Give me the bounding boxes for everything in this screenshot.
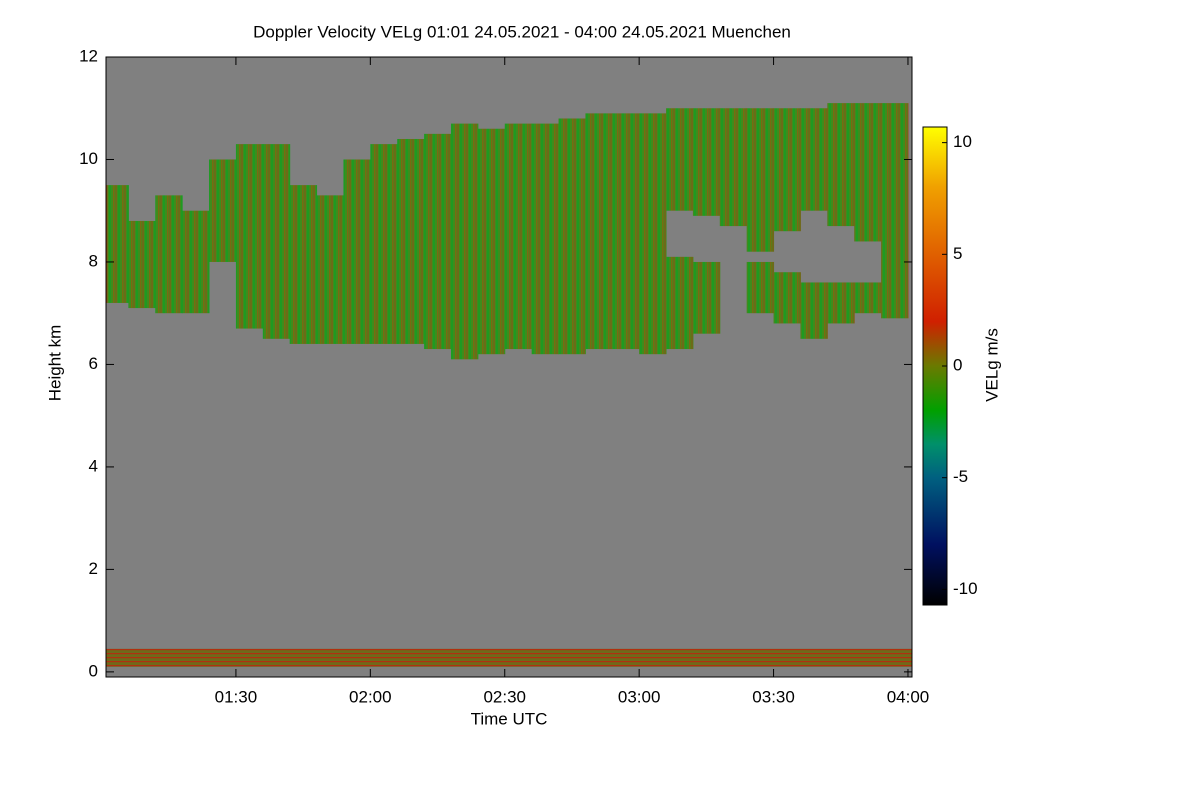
cloud-column (397, 138, 425, 344)
cloud-column (585, 113, 613, 350)
colorbar-tick-label: 0 (953, 355, 962, 374)
cloud-column (262, 144, 291, 339)
cloud-column (370, 144, 398, 344)
y-tick-label: 2 (89, 559, 98, 578)
cloud-column (477, 128, 506, 355)
cloud-column (666, 108, 694, 211)
y-tick-label: 12 (79, 46, 98, 65)
cloud-column (289, 185, 318, 344)
cloud-column (155, 195, 183, 314)
plot-frame (105, 56, 913, 678)
cloud-column (773, 108, 801, 232)
cloud-column (746, 108, 775, 252)
cloud-column (531, 123, 560, 355)
x-tick-label: 03:00 (618, 687, 661, 706)
colorbar-tick-label: -10 (953, 579, 978, 598)
cloud-column (128, 220, 156, 309)
cloud-column (235, 144, 264, 329)
boundary-layer (106, 648, 912, 667)
cloud-column (773, 272, 801, 324)
cloud-column (854, 282, 882, 314)
cloud-column (854, 103, 882, 242)
y-tick-label: 6 (89, 354, 98, 373)
x-tick-label: 02:00 (349, 687, 392, 706)
cloud-column (746, 261, 775, 314)
y-tick-label: 8 (89, 251, 98, 270)
cloud-column (316, 195, 344, 344)
cloud-column (800, 108, 828, 211)
colorbar-tick-label: 10 (953, 132, 972, 151)
cloud-column (719, 108, 748, 227)
cloud-column (558, 118, 586, 355)
colorbar-tick-label: -5 (953, 467, 968, 486)
cloud-column (827, 282, 855, 324)
cloud-column (424, 133, 452, 350)
cloud-column (827, 103, 855, 227)
cloud-column (692, 261, 721, 334)
y-tick-label: 4 (89, 456, 98, 475)
cloud-column (450, 123, 479, 360)
cloud-column (881, 103, 909, 319)
y-tick-label: 10 (79, 149, 98, 168)
cloud-layer (106, 103, 912, 667)
x-axis-label: Time UTC (471, 709, 548, 728)
x-tick-label: 03:30 (752, 687, 795, 706)
colorbar-label: VELg m/s (982, 328, 1001, 402)
y-axis-label: Height km (45, 325, 64, 402)
cloud-column (106, 185, 129, 303)
chart-title: Doppler Velocity VELg 01:01 24.05.2021 -… (253, 22, 791, 41)
cloud-column (639, 113, 667, 355)
cloud-column (666, 256, 694, 350)
cloud-column (343, 159, 371, 344)
cloud-column (182, 210, 210, 314)
x-tick-label: 01:30 (215, 687, 258, 706)
colorbar-tick-label: 5 (953, 244, 962, 263)
y-tick-label: 0 (89, 661, 98, 680)
cloud-column (800, 282, 828, 339)
x-tick-label: 04:00 (887, 687, 930, 706)
cloud-column (612, 113, 640, 350)
cloud-column (692, 108, 721, 216)
cloud-column (209, 159, 237, 262)
x-tick-label: 02:30 (483, 687, 526, 706)
cloud-column (504, 123, 533, 350)
